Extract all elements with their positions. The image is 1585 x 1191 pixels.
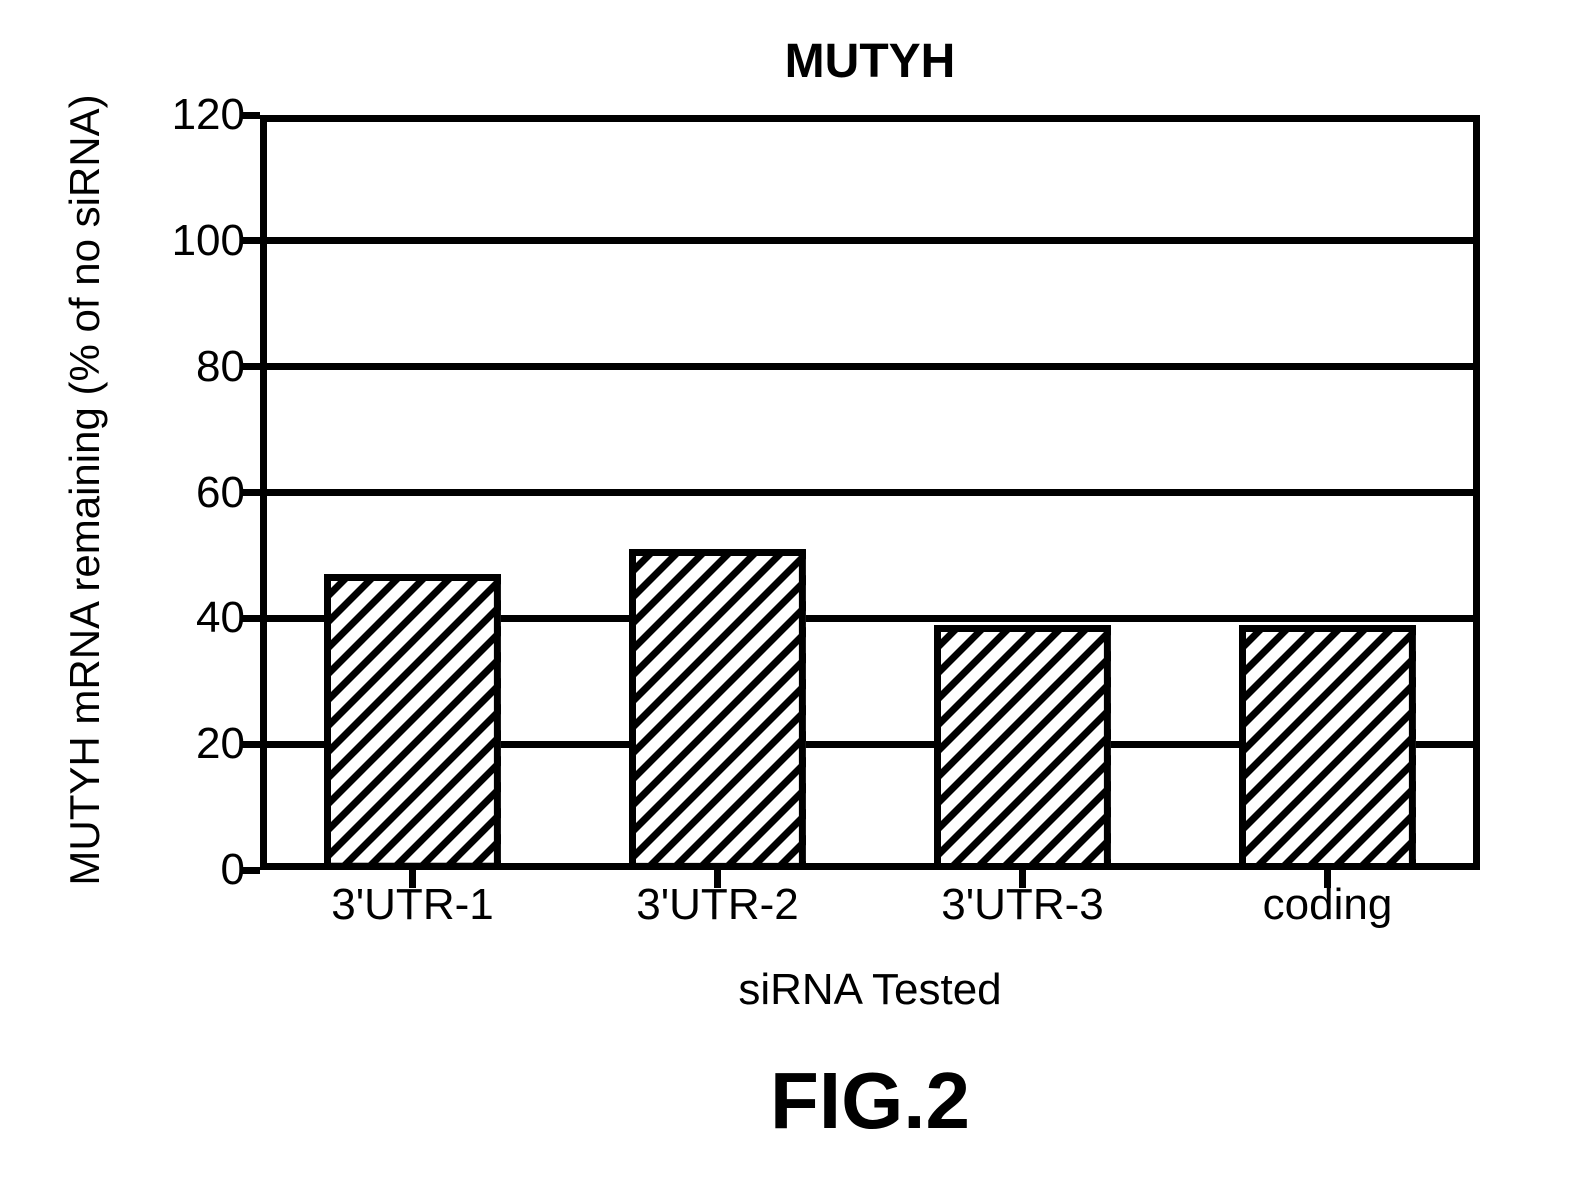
- plot-area: [260, 115, 1480, 870]
- x-tick-mark: [1324, 870, 1331, 888]
- y-tick-label: 120: [125, 90, 245, 140]
- y-tick-mark: [242, 615, 260, 622]
- x-tick-mark: [1019, 870, 1026, 888]
- figure-container: MUTYH MUTYH mRNA remaining (% of no siRN…: [0, 0, 1585, 1191]
- y-tick-label: 0: [125, 845, 245, 895]
- x-tick-mark: [409, 870, 416, 888]
- y-axis-label: MUTYH mRNA remaining (% of no siRNA): [61, 94, 109, 885]
- y-tick-label: 80: [125, 342, 245, 392]
- y-tick-mark: [242, 237, 260, 244]
- figure-caption: FIG.2: [770, 1055, 970, 1147]
- y-tick-mark: [242, 363, 260, 370]
- y-tick-mark: [242, 112, 260, 119]
- y-tick-mark: [242, 489, 260, 496]
- y-tick-mark: [242, 741, 260, 748]
- y-tick-label: 40: [125, 593, 245, 643]
- chart-title: MUTYH: [785, 34, 956, 89]
- plot-border: [260, 115, 1480, 870]
- x-tick-mark: [714, 870, 721, 888]
- y-tick-mark: [242, 867, 260, 874]
- y-tick-label: 100: [125, 216, 245, 266]
- x-axis-label: siRNA Tested: [738, 965, 1001, 1015]
- y-tick-label: 60: [125, 468, 245, 518]
- y-tick-label: 20: [125, 719, 245, 769]
